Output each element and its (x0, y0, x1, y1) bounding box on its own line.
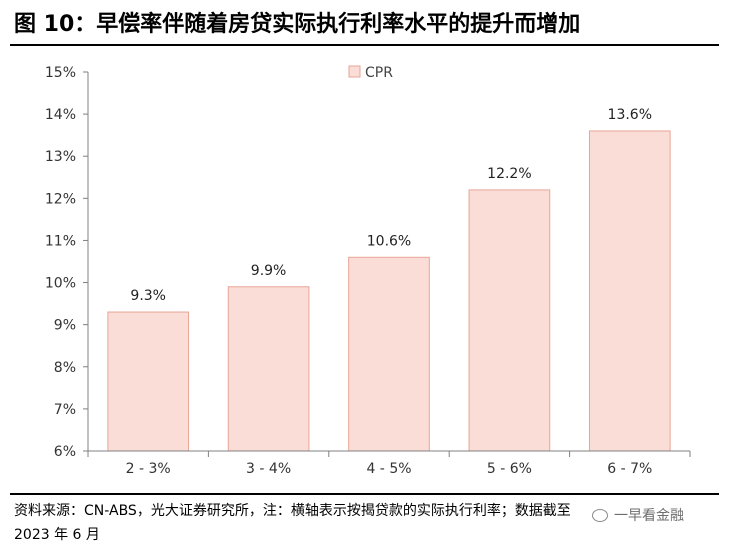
x-tick-label: 3 - 4% (246, 461, 291, 477)
source-rule (10, 493, 719, 495)
watermark: 一早看金融 (592, 505, 684, 525)
y-axis: 6% 7% 8% 9% 10% 11% 12% 13% 14% 15% (45, 65, 89, 460)
y-tick-label: 6% (54, 444, 76, 460)
bars: 9.3% 9.9% 10.6% 12.2% 13.6% (107, 107, 671, 452)
y-tick-label: 14% (45, 107, 76, 123)
x-axis: 2 - 3% 3 - 4% 4 - 5% 5 - 6% 6 - 7% (87, 450, 691, 477)
x-tick-label: 5 - 6% (487, 461, 532, 477)
data-label: 13.6% (608, 107, 652, 123)
y-tick-label: 11% (45, 233, 76, 249)
y-tick-label: 8% (54, 360, 76, 376)
source-note: 资料来源：CN-ABS，光大证券研究所，注：横轴表示按揭贷款的实际执行利率；数据… (14, 503, 571, 543)
wechat-icon (592, 509, 608, 522)
bar (588, 130, 671, 452)
bar-chart: CPR 6% 7% 8% 9% 10% 11% 12% 13% 14% 15% 9.3% 9.9% 1… (45, 65, 691, 477)
legend-label-cpr: CPR (365, 65, 393, 81)
bar (107, 311, 190, 452)
y-tick-label: 15% (45, 65, 76, 81)
data-label: 12.2% (487, 166, 531, 182)
x-tick-label: 4 - 5% (366, 461, 411, 477)
y-tick-label: 13% (45, 149, 76, 165)
y-tick-label: 10% (45, 276, 76, 292)
x-tick-label: 2 - 3% (126, 461, 171, 477)
bar (468, 189, 551, 452)
data-label: 9.9% (251, 263, 287, 279)
data-label: 10.6% (367, 233, 411, 249)
data-label: 9.3% (130, 288, 166, 304)
watermark-text: 一早看金融 (614, 508, 684, 524)
chart-title: 图 10：早偿率伴随着房贷实际执行利率水平的提升而增加 (14, 12, 581, 37)
y-tick-label: 12% (45, 191, 76, 207)
legend-swatch-cpr (348, 65, 361, 78)
y-tick-label: 9% (54, 318, 76, 334)
bar (227, 286, 310, 452)
y-tick-label: 7% (54, 402, 76, 418)
bar (348, 256, 430, 452)
x-tick-label: 6 - 7% (607, 461, 652, 477)
legend: CPR (348, 65, 393, 81)
title-rule (10, 44, 719, 46)
